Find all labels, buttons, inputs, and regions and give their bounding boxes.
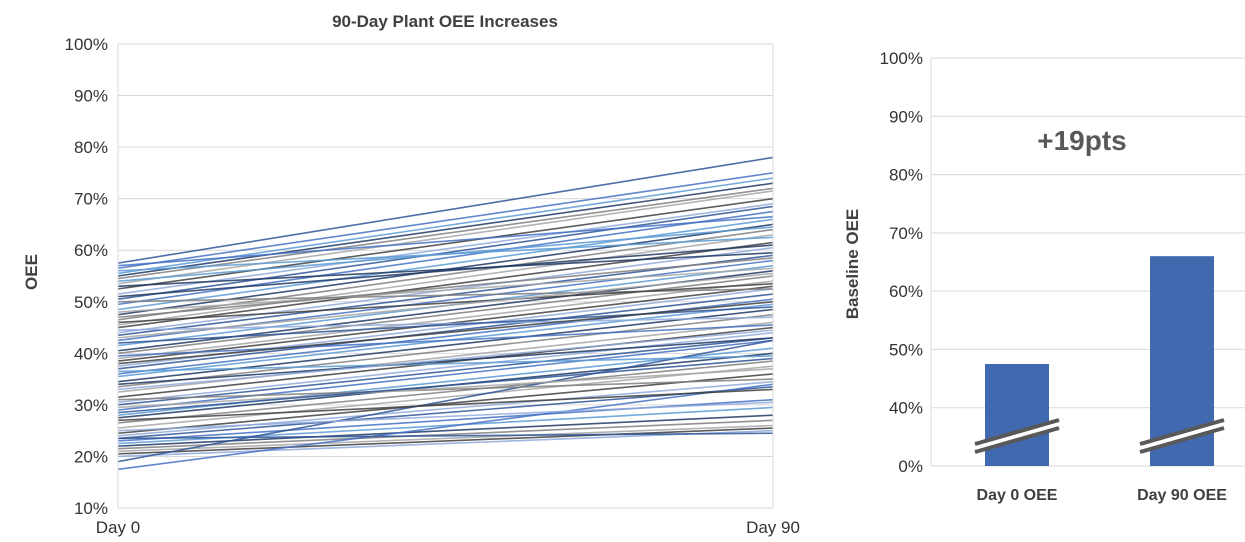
y-tick-label: 0% <box>898 457 923 476</box>
series-line <box>117 365 774 429</box>
line-chart-title: 90-Day Plant OEE Increases <box>332 12 558 31</box>
axes: 10% 20% 30% 40% 50% 60% 70% 80% 90% 100% Day 0 Day … <box>65 35 800 537</box>
series-line <box>117 378 774 401</box>
series-line <box>117 282 774 324</box>
y-tick-label: 80% <box>74 138 108 157</box>
series-line <box>117 329 774 391</box>
improvement-annotation: +19pts <box>1037 125 1127 156</box>
y-tick-label: 30% <box>74 396 108 415</box>
bars <box>974 256 1225 466</box>
series-line <box>117 424 774 453</box>
series-line <box>117 306 774 344</box>
series-line <box>117 300 774 365</box>
series-line <box>117 401 774 432</box>
axes: 0% 40% 50% 60% 70% 80% 90% 100% Day 0 OEE Day 90 … <box>880 49 1228 504</box>
series-line <box>117 205 774 300</box>
series-line <box>117 272 774 339</box>
y-tick-label: 60% <box>889 282 923 301</box>
x-category-label: Day 90 OEE <box>1137 487 1227 504</box>
series-line <box>117 337 774 406</box>
y-axis-label: Baseline OEE <box>843 209 862 320</box>
series-line <box>117 226 774 282</box>
y-tick-label: 100% <box>880 49 923 68</box>
series-line <box>117 380 774 437</box>
series-line <box>117 187 774 280</box>
axis-break-mark <box>974 426 1060 454</box>
line-chart: 90-Day Plant OEE Increases OEE 10% 20% 30%… <box>22 12 800 537</box>
y-tick-label: 70% <box>889 224 923 243</box>
y-tick-label: 40% <box>74 344 108 363</box>
series-line <box>117 355 774 373</box>
series-line <box>117 197 774 290</box>
series-line <box>117 218 774 311</box>
series-line <box>117 172 774 270</box>
series-line <box>117 203 774 295</box>
series-line <box>117 373 774 435</box>
series-line <box>117 257 774 319</box>
axis-break-mark <box>974 418 1060 446</box>
series-line <box>117 210 774 306</box>
series-line <box>117 324 774 357</box>
series-line <box>117 331 774 404</box>
series-line <box>117 313 774 388</box>
x-tick-label: Day 90 <box>746 518 800 537</box>
series-line <box>117 388 774 422</box>
series-line <box>117 267 774 313</box>
series-line <box>117 339 774 463</box>
x-tick-label: Day 0 <box>96 518 140 537</box>
y-tick-label: 70% <box>74 190 108 209</box>
series-line <box>117 427 774 455</box>
y-tick-label: 90% <box>74 87 108 106</box>
series-line <box>117 357 774 414</box>
series-line <box>117 241 774 329</box>
series-line <box>117 156 774 264</box>
y-axis-label: OEE <box>22 254 41 290</box>
series-line <box>117 383 774 471</box>
series-line <box>117 316 774 331</box>
gridlines <box>931 57 1245 467</box>
series-line <box>117 337 774 386</box>
series-line <box>117 215 774 267</box>
series-line <box>117 244 774 298</box>
y-tick-label: 10% <box>74 499 108 518</box>
series-line <box>117 252 774 288</box>
y-tick-label: 50% <box>74 293 108 312</box>
series-line <box>117 233 774 326</box>
x-category-label: Day 0 OEE <box>977 487 1058 504</box>
y-tick-label: 100% <box>65 35 108 54</box>
series-line <box>117 288 774 303</box>
y-tick-label: 40% <box>889 399 923 418</box>
series-line <box>117 308 774 383</box>
series-line <box>117 326 774 398</box>
series-line <box>117 182 774 277</box>
bar-chart: Baseline OEE +19pts 0% 40% 50% 60% 70% 80% 90%… <box>843 49 1245 504</box>
series-line <box>117 280 774 360</box>
series-line <box>117 368 774 409</box>
y-tick-label: 60% <box>74 241 108 260</box>
series-line <box>117 190 774 285</box>
series-line <box>117 432 774 440</box>
series-line <box>117 321 774 393</box>
series-line <box>117 419 774 450</box>
series-line <box>117 275 774 355</box>
y-tick-label: 50% <box>889 340 923 359</box>
series-line <box>117 339 774 411</box>
bar <box>985 364 1049 466</box>
series-line <box>117 386 774 440</box>
axis-break-mark <box>1139 426 1225 454</box>
y-tick-label: 20% <box>74 447 108 466</box>
axis-break-mark <box>1139 418 1225 446</box>
y-tick-label: 80% <box>889 166 923 185</box>
series-line <box>117 293 774 370</box>
series-lines <box>117 156 774 471</box>
series-line <box>117 360 774 424</box>
series-line <box>117 429 774 458</box>
y-tick-label: 90% <box>889 107 923 126</box>
